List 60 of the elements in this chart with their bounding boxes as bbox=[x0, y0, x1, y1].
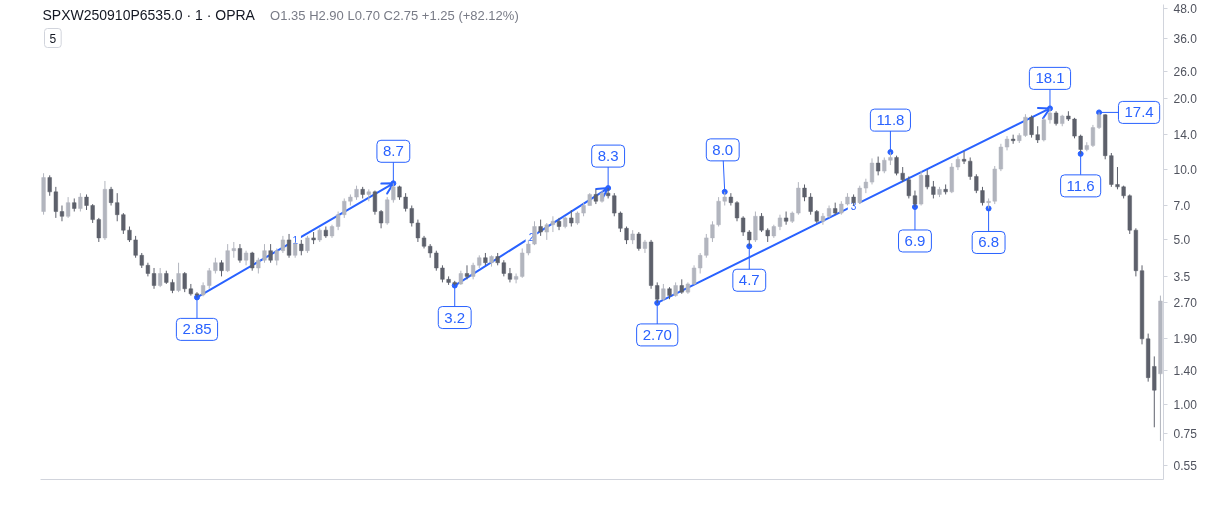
candlestick bbox=[182, 271, 187, 293]
candlestick bbox=[237, 243, 243, 264]
annotation: 2.70 bbox=[642, 325, 672, 343]
y-tick-label: 14.0 bbox=[1173, 128, 1198, 143]
annotation: 6.9 bbox=[904, 231, 926, 249]
candlestick bbox=[66, 196, 71, 219]
candlestick bbox=[869, 157, 875, 185]
candlestick bbox=[464, 264, 470, 280]
annotation: 18.1 bbox=[1035, 69, 1065, 87]
candlestick bbox=[59, 205, 65, 222]
y-tick-label: 1.90 bbox=[1173, 332, 1198, 347]
annotation: 11.6 bbox=[1066, 176, 1095, 194]
candlestick bbox=[336, 211, 341, 231]
candlestick bbox=[158, 267, 163, 288]
annotation: 5 bbox=[49, 31, 57, 46]
candlestick bbox=[151, 267, 157, 290]
candlestick bbox=[385, 196, 390, 226]
candlestick bbox=[372, 190, 378, 216]
candlestick bbox=[820, 212, 826, 226]
candlestick bbox=[961, 150, 967, 165]
candlestick bbox=[176, 262, 181, 293]
candlestick bbox=[734, 200, 740, 222]
chart-subtitle: O1.35 H2.90 L0.70 C2.75 +1.25 (+82.12%) bbox=[270, 7, 519, 23]
y-tick-label: 2.70 bbox=[1173, 296, 1198, 311]
candlestick bbox=[906, 175, 911, 199]
annotation: 8.0 bbox=[712, 140, 734, 158]
chart-title: SPXW250910P6535.0 · 1 · OPRA bbox=[42, 6, 256, 23]
y-tick-label: 10.0 bbox=[1173, 162, 1198, 177]
y-tick-label: 26.0 bbox=[1173, 64, 1198, 79]
annotation: 17.4 bbox=[1124, 103, 1154, 121]
candlestick bbox=[286, 233, 292, 259]
annotation: 4.7 bbox=[738, 271, 760, 289]
y-tick-label: 0.55 bbox=[1173, 459, 1198, 474]
annotation: 2.85 bbox=[182, 320, 212, 338]
y-tick-label: 5.0 bbox=[1173, 233, 1191, 248]
y-tick-label: 3.5 bbox=[1173, 269, 1191, 284]
y-tick-label: 36.0 bbox=[1173, 31, 1198, 46]
candlestick bbox=[1090, 124, 1096, 148]
candlestick bbox=[593, 188, 598, 205]
candlestick bbox=[378, 209, 384, 229]
candlestick bbox=[876, 156, 881, 176]
candlestick bbox=[753, 211, 758, 243]
candlestick bbox=[268, 243, 273, 264]
y-tick-label: 0.75 bbox=[1173, 427, 1198, 442]
annotation: 1 bbox=[292, 235, 299, 247]
candlestick bbox=[728, 192, 733, 207]
candlestick bbox=[78, 192, 83, 213]
annotation: 8.7 bbox=[382, 142, 404, 160]
candlestick bbox=[636, 231, 641, 252]
candlestick bbox=[784, 211, 789, 226]
y-tick-label: 20.0 bbox=[1173, 91, 1198, 106]
annotation: 8.3 bbox=[597, 147, 619, 165]
y-tick-label: 1.00 bbox=[1173, 397, 1198, 412]
y-tick-label: 7.0 bbox=[1173, 199, 1191, 214]
y-tick-label: 1.40 bbox=[1173, 363, 1198, 378]
y-tick-label: 48.0 bbox=[1173, 2, 1198, 17]
annotation: 11.8 bbox=[876, 111, 905, 129]
annotation: 3.2 bbox=[444, 308, 466, 326]
candlestick bbox=[556, 217, 562, 231]
annotation: 6.8 bbox=[978, 233, 1000, 251]
